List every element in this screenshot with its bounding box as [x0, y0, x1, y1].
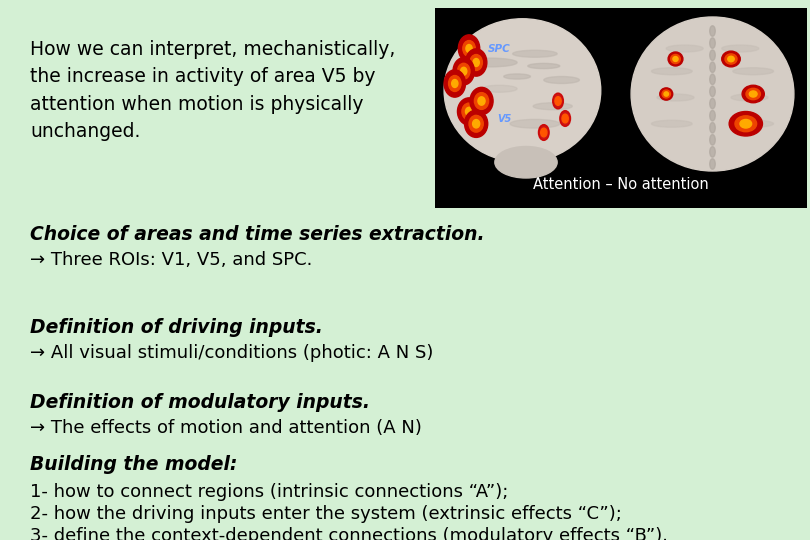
Text: → Three ROIs: V1, V5, and SPC.: → Three ROIs: V1, V5, and SPC.	[30, 251, 313, 269]
Ellipse shape	[461, 68, 467, 75]
Text: SPC: SPC	[488, 44, 510, 53]
Ellipse shape	[533, 103, 573, 110]
Ellipse shape	[722, 51, 740, 67]
Ellipse shape	[710, 147, 715, 157]
Ellipse shape	[513, 50, 557, 57]
Ellipse shape	[473, 58, 480, 66]
Ellipse shape	[710, 86, 715, 97]
Ellipse shape	[466, 49, 487, 76]
Ellipse shape	[727, 56, 734, 62]
Ellipse shape	[740, 119, 752, 128]
Ellipse shape	[710, 74, 715, 85]
Ellipse shape	[664, 92, 668, 96]
Ellipse shape	[667, 45, 703, 52]
Ellipse shape	[746, 89, 761, 100]
Text: Definition of modulatory inputs.: Definition of modulatory inputs.	[30, 393, 370, 412]
Ellipse shape	[458, 63, 470, 79]
Text: Definition of driving inputs.: Definition of driving inputs.	[30, 318, 323, 337]
Ellipse shape	[466, 44, 472, 52]
Ellipse shape	[458, 35, 480, 62]
Ellipse shape	[710, 38, 715, 49]
Ellipse shape	[710, 159, 715, 169]
FancyBboxPatch shape	[435, 8, 807, 208]
Ellipse shape	[660, 88, 673, 100]
Ellipse shape	[710, 98, 715, 109]
Text: Building the model:: Building the model:	[30, 455, 237, 474]
Ellipse shape	[722, 45, 759, 52]
Ellipse shape	[673, 57, 678, 62]
Ellipse shape	[562, 114, 569, 123]
Ellipse shape	[478, 97, 485, 105]
Ellipse shape	[560, 111, 570, 126]
Ellipse shape	[481, 85, 517, 92]
Ellipse shape	[463, 58, 517, 67]
Ellipse shape	[651, 120, 693, 127]
Ellipse shape	[735, 116, 757, 132]
Ellipse shape	[749, 91, 757, 97]
Ellipse shape	[466, 107, 472, 116]
Text: How we can interpret, mechanistically,
the increase in activity of area V5 by
at: How we can interpret, mechanistically, t…	[30, 40, 395, 141]
Ellipse shape	[528, 63, 560, 69]
Text: 3- define the context-dependent connections (modulatory effects “B”).: 3- define the context-dependent connecti…	[30, 527, 668, 540]
Ellipse shape	[539, 125, 549, 140]
Ellipse shape	[657, 94, 694, 101]
Ellipse shape	[544, 77, 579, 84]
Ellipse shape	[462, 103, 476, 120]
Text: 2- how the driving inputs enter the system (extrinsic effects “C”);: 2- how the driving inputs enter the syst…	[30, 505, 622, 523]
Ellipse shape	[742, 85, 765, 103]
Ellipse shape	[710, 123, 715, 133]
Ellipse shape	[495, 146, 557, 178]
Text: V5: V5	[497, 113, 512, 124]
Ellipse shape	[453, 58, 475, 85]
Ellipse shape	[444, 19, 601, 162]
Ellipse shape	[470, 87, 493, 114]
Ellipse shape	[710, 62, 715, 72]
Ellipse shape	[662, 90, 671, 98]
Ellipse shape	[472, 119, 480, 128]
Ellipse shape	[671, 55, 680, 64]
Ellipse shape	[555, 97, 561, 105]
Ellipse shape	[631, 17, 794, 171]
Ellipse shape	[729, 111, 762, 136]
Ellipse shape	[668, 52, 683, 66]
Text: → The effects of motion and attention (A N): → The effects of motion and attention (A…	[30, 419, 422, 437]
Ellipse shape	[731, 94, 768, 101]
Ellipse shape	[651, 68, 693, 75]
Ellipse shape	[710, 26, 715, 36]
Ellipse shape	[463, 40, 475, 57]
Ellipse shape	[470, 55, 483, 70]
Ellipse shape	[510, 119, 560, 128]
Ellipse shape	[465, 110, 488, 137]
Ellipse shape	[733, 120, 774, 127]
Ellipse shape	[710, 50, 715, 60]
Ellipse shape	[449, 76, 461, 91]
Text: Choice of areas and time series extraction.: Choice of areas and time series extracti…	[30, 225, 484, 244]
Ellipse shape	[710, 134, 715, 145]
Ellipse shape	[725, 54, 737, 64]
Ellipse shape	[469, 116, 484, 132]
Text: → All visual stimuli/conditions (photic: A N S): → All visual stimuli/conditions (photic:…	[30, 344, 433, 362]
Ellipse shape	[552, 93, 564, 109]
Ellipse shape	[541, 128, 547, 137]
Ellipse shape	[452, 79, 458, 87]
Ellipse shape	[733, 68, 774, 75]
Ellipse shape	[458, 98, 480, 125]
Text: Attention – No attention: Attention – No attention	[533, 177, 709, 192]
Ellipse shape	[504, 74, 531, 79]
Ellipse shape	[444, 70, 466, 97]
Ellipse shape	[710, 110, 715, 121]
Text: 1- how to connect regions (intrinsic connections “A”);: 1- how to connect regions (intrinsic con…	[30, 483, 509, 501]
Ellipse shape	[475, 92, 488, 110]
